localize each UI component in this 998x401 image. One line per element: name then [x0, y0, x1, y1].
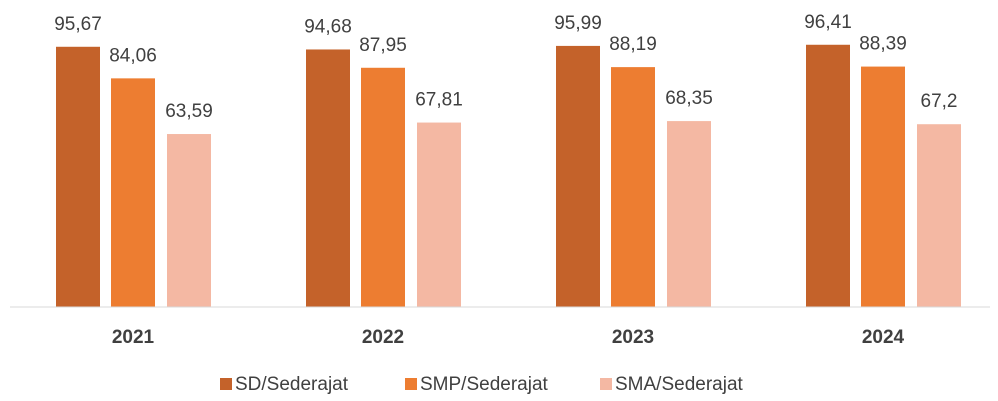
x-tick-label: 2023 [612, 327, 654, 348]
bar [611, 67, 655, 307]
bar [361, 67, 405, 307]
data-label: 94,68 [304, 16, 352, 37]
x-tick-label: 2022 [362, 327, 404, 348]
data-label: 88,19 [609, 34, 657, 55]
bar [417, 122, 461, 308]
data-label: 68,35 [665, 88, 713, 109]
bar [917, 124, 961, 307]
legend-label: SMA/Sederajat [615, 374, 744, 395]
x-tick-label: 2024 [862, 327, 905, 348]
data-label: 84,06 [109, 45, 157, 66]
data-label: 87,95 [359, 35, 407, 56]
bar [556, 45, 600, 308]
x-tick-label: 2021 [112, 327, 155, 348]
data-label: 67,81 [415, 90, 463, 111]
bar [167, 134, 211, 307]
bar [806, 44, 850, 307]
data-label: 95,99 [554, 13, 602, 34]
data-label: 63,59 [165, 101, 213, 122]
legend-swatch [600, 378, 612, 390]
data-label: 95,67 [54, 14, 102, 35]
legend-label: SMP/Sederajat [420, 374, 549, 395]
bar [56, 46, 100, 308]
data-label: 96,41 [804, 12, 852, 33]
data-label: 88,39 [859, 34, 907, 55]
bar [861, 66, 905, 308]
data-label: 67,2 [921, 91, 958, 112]
legend-label: SD/Sederajat [235, 374, 349, 395]
legend-swatch [220, 378, 232, 390]
legend-swatch [405, 378, 417, 390]
bar [111, 78, 155, 307]
bar [667, 121, 711, 307]
bar [306, 49, 350, 308]
